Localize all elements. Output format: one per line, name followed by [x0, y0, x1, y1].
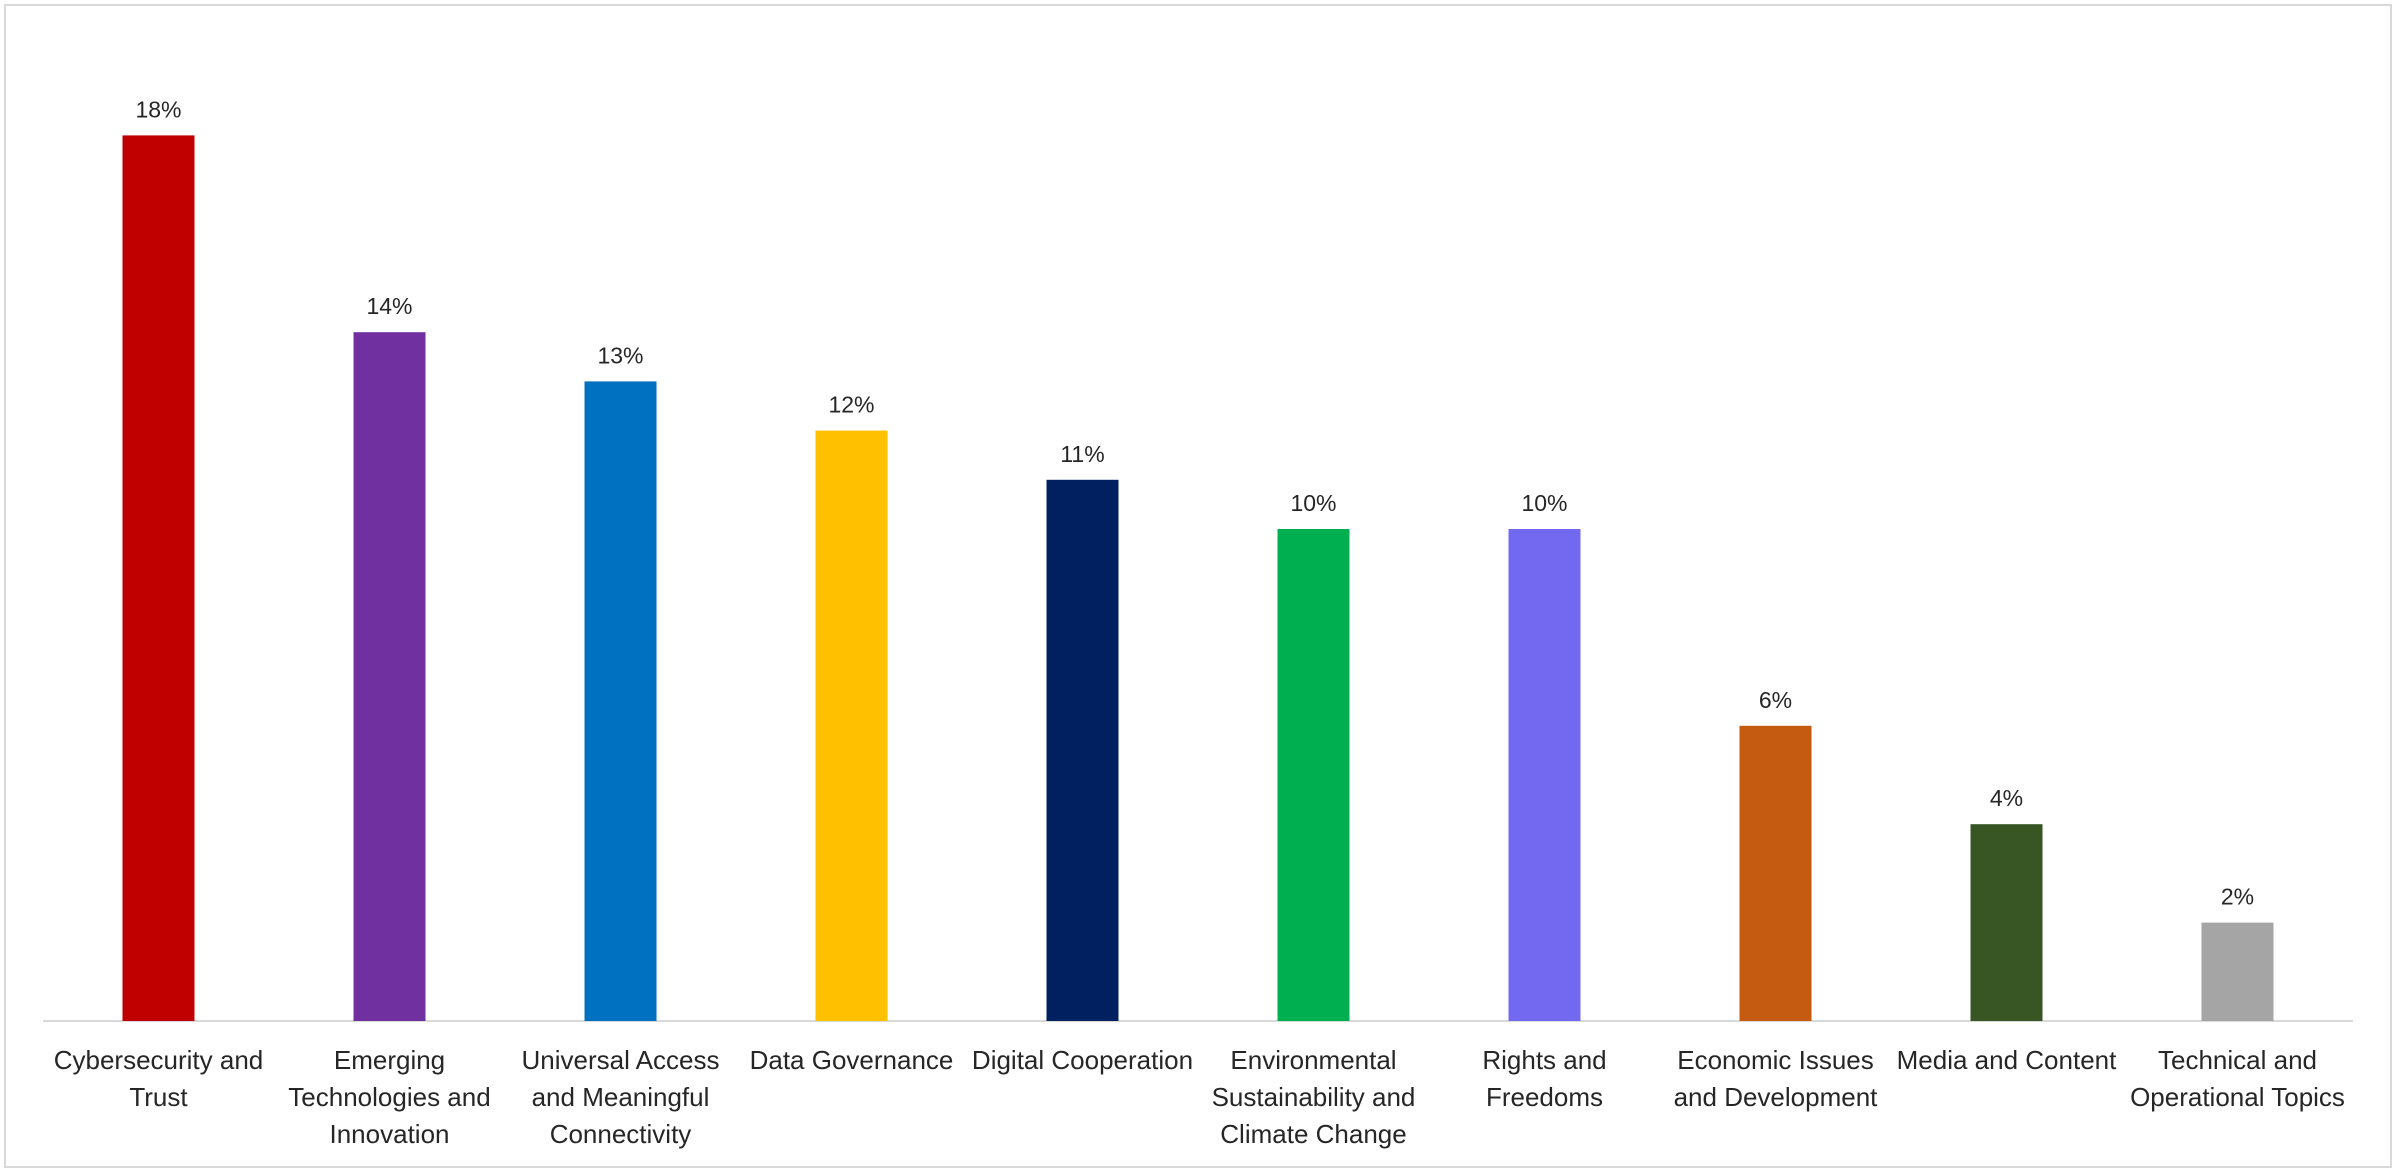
- chart-frame: [4, 4, 2392, 1168]
- bar: [1046, 479, 1119, 1021]
- x-tick-label: Rights and Freedoms: [1482, 1045, 1607, 1112]
- value-label: 12%: [828, 392, 874, 418]
- value-label: 18%: [135, 96, 181, 122]
- bar: [353, 332, 426, 1021]
- value-label: 11%: [1060, 441, 1104, 467]
- x-tick-label: Emerging Technologies and Innovation: [288, 1045, 491, 1149]
- bar: [1277, 529, 1350, 1021]
- bar: [1739, 725, 1812, 1021]
- x-tick-label: Universal Access and Meaningful Connecti…: [521, 1045, 720, 1149]
- value-label: 2%: [2221, 884, 2254, 910]
- value-label: 13%: [597, 342, 643, 368]
- value-label: 10%: [1521, 490, 1567, 516]
- bar: [2201, 922, 2274, 1021]
- x-tick-label: Environmental Sustainability and Climate…: [1211, 1045, 1416, 1149]
- x-tick-label: Technical and Operational Topics: [2130, 1045, 2345, 1112]
- x-tick-label: Economic Issues and Development: [1673, 1045, 1878, 1112]
- value-label: 14%: [366, 293, 412, 319]
- bar: [815, 430, 888, 1022]
- value-label: 6%: [1759, 687, 1792, 713]
- x-tick-label: Digital Cooperation: [971, 1045, 1194, 1075]
- bar: [584, 381, 657, 1021]
- bar: [122, 135, 195, 1021]
- x-tick-label: Data Governance: [749, 1045, 954, 1075]
- value-label: 4%: [1990, 785, 2023, 811]
- x-tick-label: Media and Content: [1896, 1045, 2117, 1075]
- value-label: 10%: [1290, 490, 1336, 516]
- x-tick-label: Cybersecurity and Trust: [53, 1045, 264, 1112]
- bar: [1508, 529, 1581, 1021]
- bar: [1970, 824, 2043, 1021]
